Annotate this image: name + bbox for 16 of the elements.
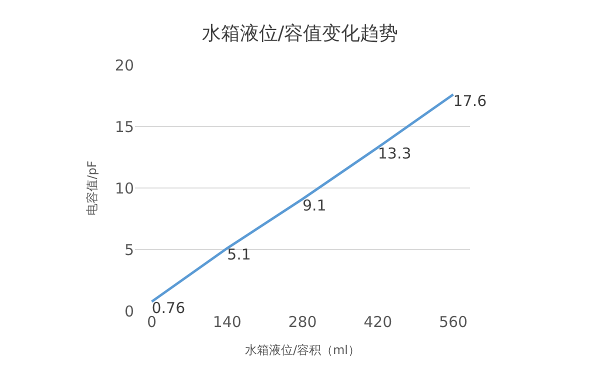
data-label: 17.6 (453, 92, 487, 110)
line-series (150, 93, 454, 303)
data-label: 13.3 (378, 144, 412, 163)
x-axis-title: 水箱液位/容积（ml） (244, 342, 360, 357)
y-tick-label: 10 (114, 179, 134, 198)
x-tick-label: 420 (364, 313, 392, 331)
data-label: 5.1 (227, 246, 251, 264)
data-label: 9.1 (302, 196, 326, 214)
x-tick-label: 140 (212, 313, 242, 331)
x-tick-label: 560 (438, 313, 468, 331)
chart-title: 水箱液位/容值变化趋势 (202, 22, 398, 44)
y-axis-title: 电容值/pF (85, 160, 100, 216)
y-tick-label: 15 (114, 118, 134, 136)
y-tick-label: 5 (124, 240, 134, 259)
y-tick-label: 20 (114, 56, 134, 74)
x-tick-label: 280 (288, 313, 317, 331)
